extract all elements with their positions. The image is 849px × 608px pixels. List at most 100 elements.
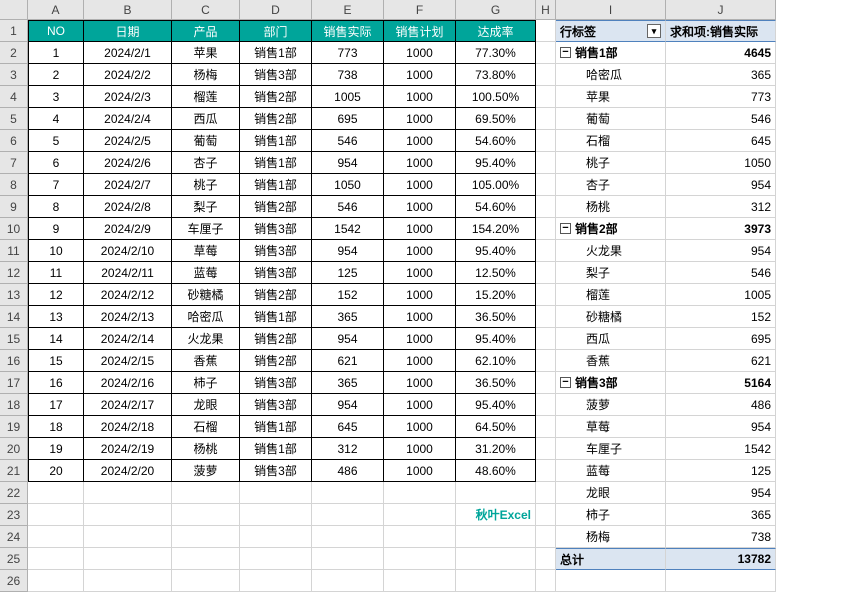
table-cell[interactable]: 546 [312,196,384,218]
row-header[interactable]: 16 [0,350,28,372]
column-header[interactable]: F [384,0,456,20]
pivot-item-name[interactable]: 草莓 [556,416,666,438]
pivot-item-name[interactable]: 杨桃 [556,196,666,218]
table-cell[interactable]: 葡萄 [172,130,240,152]
table-cell[interactable]: 954 [312,152,384,174]
table-cell[interactable]: 1000 [384,174,456,196]
cell[interactable] [312,548,384,570]
cell[interactable] [536,328,556,350]
table-cell[interactable]: 15.20% [456,284,536,306]
cell[interactable] [536,504,556,526]
pivot-group-total[interactable]: 5164 [666,372,776,394]
table-header[interactable]: 达成率 [456,20,536,42]
cell[interactable] [536,86,556,108]
pivot-item-value[interactable]: 365 [666,504,776,526]
pivot-item-value[interactable]: 954 [666,416,776,438]
row-header[interactable]: 14 [0,306,28,328]
collapse-icon[interactable]: − [560,377,571,388]
table-cell[interactable]: 2024/2/14 [84,328,172,350]
table-cell[interactable]: 销售1部 [240,152,312,174]
column-header[interactable]: H [536,0,556,20]
table-cell[interactable]: 125 [312,262,384,284]
cell[interactable] [172,548,240,570]
table-cell[interactable]: 64.50% [456,416,536,438]
row-header[interactable]: 19 [0,416,28,438]
table-cell[interactable]: 1000 [384,306,456,328]
table-cell[interactable]: 9 [28,218,84,240]
column-header[interactable]: G [456,0,536,20]
row-header[interactable]: 10 [0,218,28,240]
cell[interactable] [28,526,84,548]
table-cell[interactable]: 8 [28,196,84,218]
table-cell[interactable]: 10 [28,240,84,262]
row-header[interactable]: 5 [0,108,28,130]
table-cell[interactable]: 12.50% [456,262,536,284]
table-cell[interactable]: 16 [28,372,84,394]
cell[interactable] [240,570,312,592]
table-cell[interactable]: 草莓 [172,240,240,262]
table-cell[interactable]: 2024/2/16 [84,372,172,394]
cell[interactable] [384,548,456,570]
pivot-item-name[interactable]: 杏子 [556,174,666,196]
cell[interactable] [172,526,240,548]
table-cell[interactable]: 销售2部 [240,196,312,218]
cell-grid[interactable]: NO日期产品部门销售实际销售计划达成率行标签▾求和项:销售实际12024/2/1… [28,20,776,592]
table-cell[interactable]: 6 [28,152,84,174]
table-cell[interactable]: 1000 [384,130,456,152]
table-cell[interactable]: 1000 [384,218,456,240]
table-cell[interactable]: 销售1部 [240,174,312,196]
cell[interactable] [28,504,84,526]
pivot-item-value[interactable]: 546 [666,262,776,284]
table-cell[interactable]: 1000 [384,64,456,86]
table-cell[interactable]: 365 [312,306,384,328]
cell[interactable] [556,570,666,592]
pivot-item-value[interactable]: 365 [666,64,776,86]
table-cell[interactable]: 销售2部 [240,86,312,108]
pivot-item-name[interactable]: 菠萝 [556,394,666,416]
cell[interactable] [536,570,556,592]
cell[interactable] [312,482,384,504]
cell[interactable] [536,262,556,284]
table-cell[interactable]: 95.40% [456,240,536,262]
table-cell[interactable]: 11 [28,262,84,284]
table-cell[interactable]: 2 [28,64,84,86]
table-cell[interactable]: 销售2部 [240,108,312,130]
row-header[interactable]: 26 [0,570,28,592]
cell[interactable] [536,196,556,218]
row-header[interactable]: 21 [0,460,28,482]
row-header[interactable]: 25 [0,548,28,570]
pivot-item-value[interactable]: 621 [666,350,776,372]
table-cell[interactable]: 1000 [384,196,456,218]
cell[interactable] [456,526,536,548]
table-cell[interactable]: 2024/2/15 [84,350,172,372]
pivot-item-value[interactable]: 125 [666,460,776,482]
table-cell[interactable]: 2024/2/10 [84,240,172,262]
table-cell[interactable]: 3 [28,86,84,108]
table-header[interactable]: 日期 [84,20,172,42]
cell[interactable] [172,570,240,592]
cell[interactable] [536,64,556,86]
table-cell[interactable]: 36.50% [456,306,536,328]
table-cell[interactable]: 2024/2/18 [84,416,172,438]
cell[interactable] [28,548,84,570]
table-cell[interactable]: 13 [28,306,84,328]
table-cell[interactable]: 榴莲 [172,86,240,108]
table-cell[interactable]: 销售3部 [240,372,312,394]
pivot-item-name[interactable]: 砂糖橘 [556,306,666,328]
table-cell[interactable]: 1000 [384,394,456,416]
table-cell[interactable]: 152 [312,284,384,306]
table-cell[interactable]: 100.50% [456,86,536,108]
row-header[interactable]: 7 [0,152,28,174]
table-cell[interactable]: 2024/2/5 [84,130,172,152]
table-cell[interactable]: 1000 [384,42,456,64]
table-cell[interactable]: 19 [28,438,84,460]
table-cell[interactable]: 954 [312,328,384,350]
table-cell[interactable]: 1000 [384,460,456,482]
table-cell[interactable]: 54.60% [456,130,536,152]
table-cell[interactable]: 154.20% [456,218,536,240]
table-cell[interactable]: 954 [312,240,384,262]
table-cell[interactable]: 蓝莓 [172,262,240,284]
table-cell[interactable]: 773 [312,42,384,64]
cell[interactable] [536,394,556,416]
table-cell[interactable]: 20 [28,460,84,482]
